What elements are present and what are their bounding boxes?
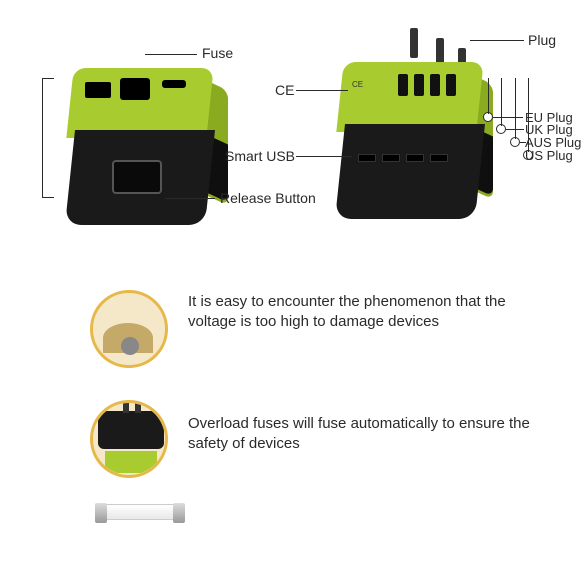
label-smart-usb: Smart USB [225,148,295,164]
label-ce: CE [275,82,294,98]
desc-overload: Overload fuses will fuse automatically t… [188,414,548,455]
label-us-plug: US Plug [525,148,573,163]
label-fuse: Fuse [202,45,233,61]
leader-release [165,198,215,199]
label-release-button: Release Button [220,190,316,206]
circle-image-overload [90,400,168,478]
adapter-right: CE [340,50,505,215]
leader-usb [296,156,352,157]
leader-ce [296,90,348,91]
label-plug: Plug [528,32,556,48]
leader-eu-v [488,78,489,114]
leader-uk-v [501,78,502,126]
bracket-left [42,78,54,198]
adapter-left [70,60,235,225]
leader-plug [470,40,524,41]
leader-fuse [145,54,197,55]
leader-uk [506,129,524,130]
desc-voltage: It is easy to encounter the phenomenon t… [188,292,548,333]
circle-image-voltage [90,290,168,368]
leader-eu [493,117,523,118]
fuse-tube [100,504,180,520]
